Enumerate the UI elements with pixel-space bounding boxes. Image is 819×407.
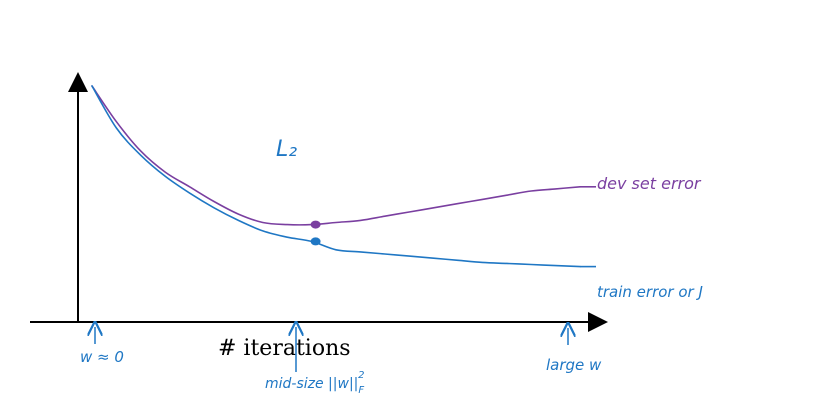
- annotation-end: large w: [546, 328, 602, 374]
- series-line-dev-set-error: [91, 85, 581, 226]
- series-label-train-error: train error or J: [597, 283, 703, 301]
- series-label-dev-set-error: dev set error: [597, 174, 702, 193]
- annotation-middle-text: mid-size ||w||F2: [265, 370, 365, 396]
- annotation-end-text: large w: [546, 356, 602, 374]
- series-marker-train-error-or-j: [310, 237, 321, 246]
- annotation-middle: mid-size ||w||F2: [265, 327, 365, 396]
- series-line-train-error-or-j: [91, 85, 581, 268]
- annotation-start: w ≈ 0: [80, 327, 124, 366]
- series-layer: [91, 85, 596, 268]
- x-axis-label: # iterations: [218, 336, 351, 361]
- series-marker-dev-set-error: [310, 220, 321, 229]
- l2-annotation: L₂: [276, 137, 297, 162]
- annotation-start-text: w ≈ 0: [80, 348, 124, 366]
